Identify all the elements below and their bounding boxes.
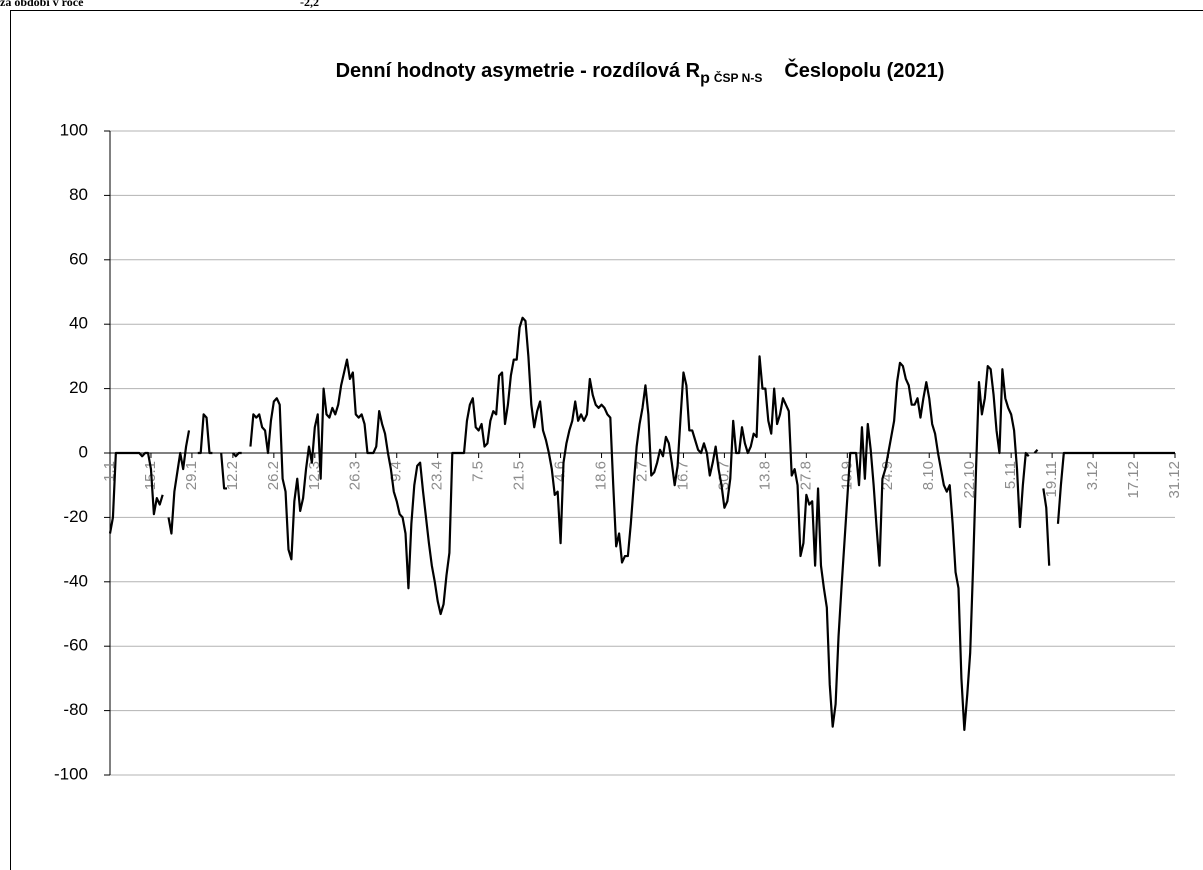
data-line [108,316,1175,732]
x-tick-label: 23.4 [429,461,446,490]
title-part: p [700,70,710,87]
x-tick-label: 4.6 [552,461,569,482]
y-tick-label: 40 [69,314,88,333]
x-tick-label: 27.8 [797,461,814,490]
x-tick-label: 3.12 [1084,461,1101,490]
y-tick-label: -100 [54,764,88,783]
x-tick-label: 17.12 [1125,461,1142,499]
y-tick-label: -40 [63,571,88,590]
x-tick-label: 19.11 [1043,461,1060,497]
x-tick-label: 29.1 [183,461,200,490]
y-tick-label: 60 [69,249,88,268]
x-tick-label: 18.6 [593,461,610,490]
x-tick-label: 2.7 [633,461,650,482]
x-tick-label: 26.3 [347,461,364,490]
x-tick-label: 7.5 [470,461,487,482]
header-value: -2,2 [300,0,319,9]
x-tick-label: 24.9 [879,461,896,490]
x-tick-label: 12.2 [224,461,241,490]
title-part: Denní hodnoty asymetrie - rozdílová R [336,60,701,82]
y-tick-label: 100 [60,120,88,139]
x-tick-label: 26.2 [265,461,282,490]
chart-frame [10,10,1203,870]
x-tick-label: 22.10 [961,461,978,499]
x-tick-label: 8.10 [920,461,937,490]
x-tick-label: 21.5 [511,461,528,490]
header-label: za období v roce [0,0,84,9]
y-tick-label: 80 [69,185,88,204]
y-tick-label: 20 [69,378,88,397]
x-tick-label: 10.9 [838,461,855,490]
title-part: ČSP N-S [714,70,762,85]
x-tick-label: 5.11 [1002,461,1019,489]
y-tick-label: -20 [63,507,88,526]
x-tick-label: 13.8 [756,461,773,490]
x-tick-label: 31.12 [1166,461,1183,499]
chart-title: Denní hodnoty asymetrie - rozdílová Rp ČS… [336,58,945,87]
x-tick-label: 30.7 [715,461,732,490]
title-part: Česlopolu (2021) [784,58,944,82]
x-tick-label: 16.7 [674,461,691,490]
y-tick-label: -60 [63,636,88,655]
y-tick-label: -80 [63,700,88,719]
x-tick-label: 12.3 [306,461,323,490]
y-tick-label: 0 [79,442,88,461]
